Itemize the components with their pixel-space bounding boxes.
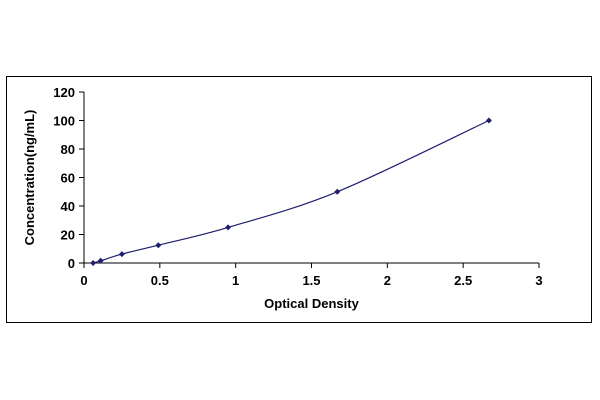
data-point xyxy=(97,257,104,264)
y-tick-label: 100 xyxy=(53,114,75,129)
data-point xyxy=(90,260,97,266)
ticks: 0 0.5 1 1.5 2 2.5 3 0 20 40 60 80 100 120 xyxy=(53,85,542,288)
axes xyxy=(83,92,539,264)
data-point xyxy=(118,251,125,258)
data-point xyxy=(225,224,232,231)
data-point xyxy=(155,242,162,249)
data-point xyxy=(334,188,341,195)
data-points xyxy=(90,117,492,266)
x-tick-label: 2 xyxy=(384,273,391,288)
y-tick-label: 120 xyxy=(53,85,75,100)
x-tick-label: 1.5 xyxy=(302,273,320,288)
fit-curve-group xyxy=(92,119,490,264)
y-tick-label: 60 xyxy=(61,171,75,186)
y-axis-title: Concentration(ng/mL) xyxy=(22,110,37,246)
y-tick-label: 80 xyxy=(61,142,75,157)
chart-frame: 0 0.5 1 1.5 2 2.5 3 0 20 40 60 80 100 120 Optical Den… xyxy=(6,76,592,323)
y-tick-label: 40 xyxy=(61,199,75,214)
x-tick-label: 3 xyxy=(535,273,542,288)
x-tick-label: 0 xyxy=(80,273,87,288)
x-tick-label: 2.5 xyxy=(454,273,472,288)
data-point xyxy=(485,117,492,124)
y-tick-label: 20 xyxy=(61,228,75,243)
chart-plot: 0 0.5 1 1.5 2 2.5 3 0 20 40 60 80 100 120 Optical Den… xyxy=(22,85,543,311)
y-tick-label: 0 xyxy=(68,256,75,271)
fit-curve xyxy=(92,119,490,264)
x-tick-label: 0.5 xyxy=(151,273,169,288)
x-axis-title: Optical Density xyxy=(264,296,359,311)
x-tick-label: 1 xyxy=(232,273,239,288)
